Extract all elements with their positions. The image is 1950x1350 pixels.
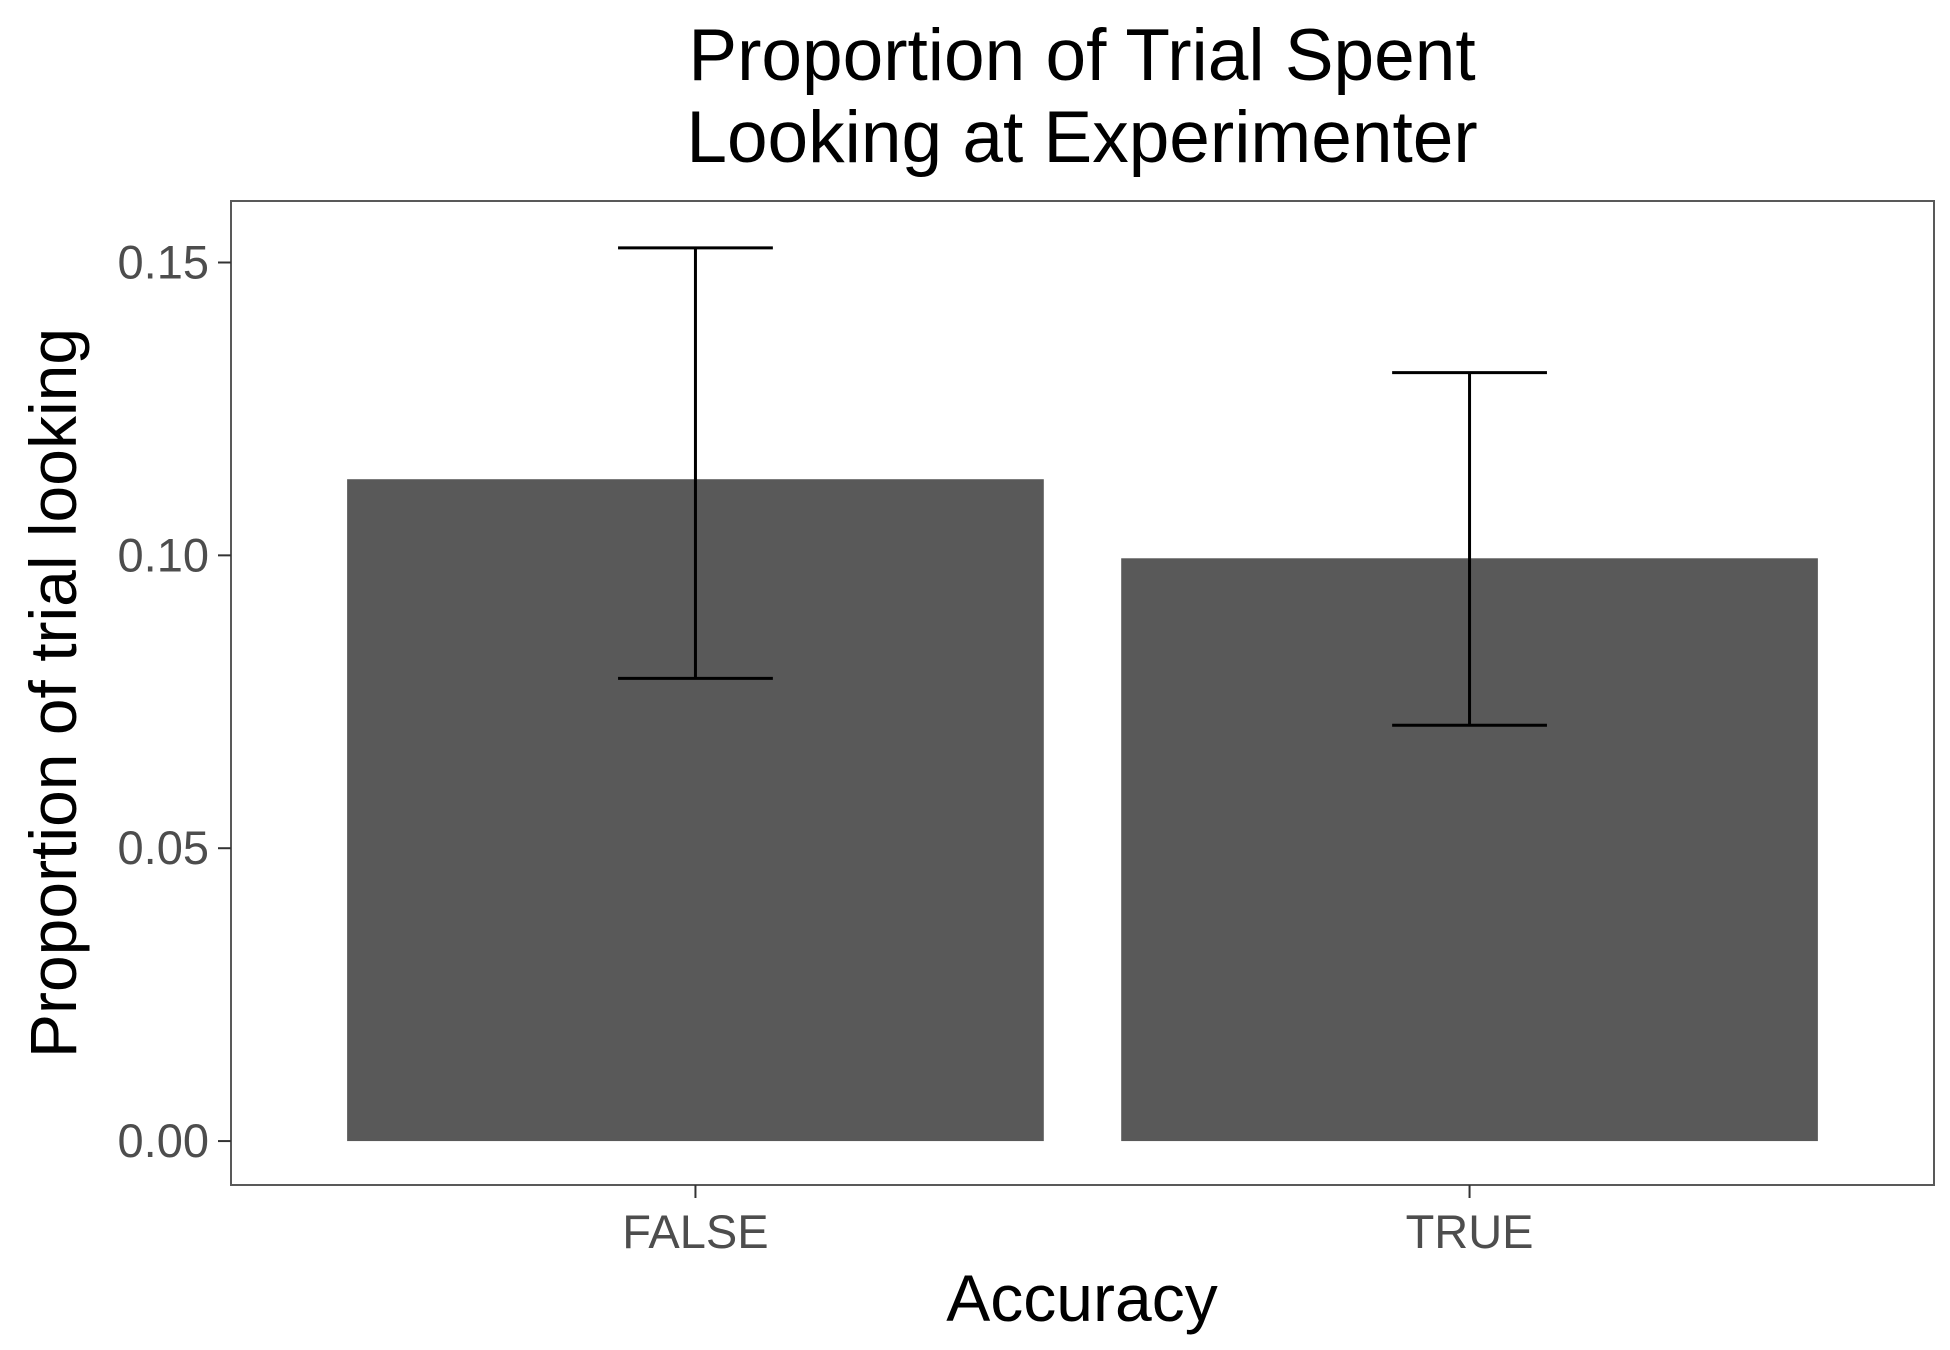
y-axis-title: Proportion of trial looking: [16, 328, 90, 1058]
x-axis: FALSE TRUE: [622, 1185, 1534, 1258]
x-tick-label: FALSE: [622, 1205, 768, 1258]
chart-title-line-2: Looking at Experimenter: [686, 97, 1477, 178]
y-tick-label: 0.10: [118, 528, 209, 581]
error-bar-false: [618, 246, 773, 680]
error-bars-layer: [618, 246, 1547, 727]
y-tick-label: 0.00: [118, 1114, 209, 1167]
panel-border: [230, 200, 1935, 1186]
y-tick-label: 0.05: [118, 821, 209, 874]
y-tick-label: 0.15: [118, 236, 209, 289]
bars-layer: [347, 479, 1818, 1142]
x-axis-title: Accuracy: [946, 1261, 1217, 1335]
y-axis: 0.00 0.05 0.10 0.15: [118, 236, 231, 1167]
x-tick-label: TRUE: [1406, 1205, 1534, 1258]
error-bar-true: [1392, 371, 1547, 727]
chart-title-line-1: Proportion of Trial Spent: [688, 15, 1475, 96]
